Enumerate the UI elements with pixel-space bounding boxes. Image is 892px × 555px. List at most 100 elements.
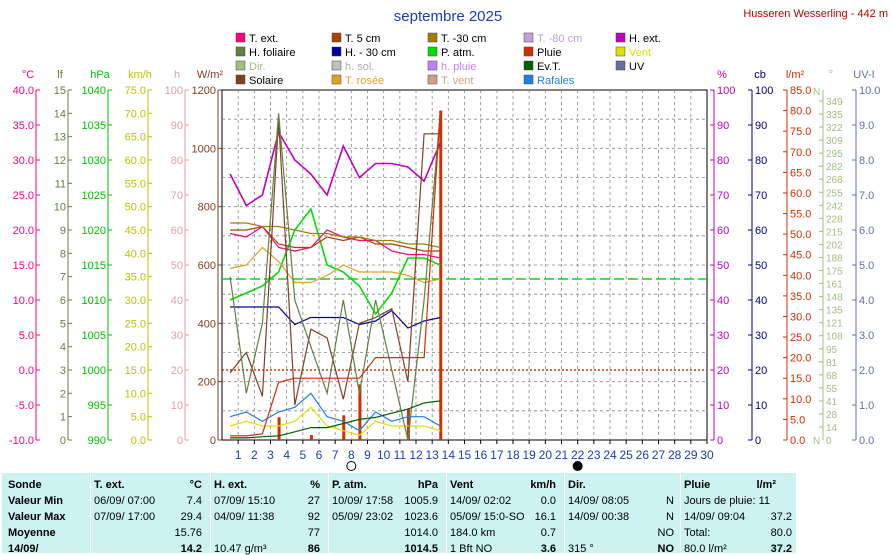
axis-tick-label: 13 (54, 132, 66, 144)
axis-tick-label: 228 (826, 214, 843, 225)
x-tick-label: 6 (316, 448, 323, 462)
axis-tick-label: 90 (171, 120, 183, 132)
axis-tick-label: 1040 (82, 85, 106, 97)
axis-tick-label: 0.0 (19, 365, 34, 377)
axis-tick-label: 10.0 (790, 394, 811, 406)
axis-unit: cb (754, 69, 766, 81)
axis-tick-label: 100 (165, 85, 183, 97)
axis-tick-label: 50.0 (790, 229, 811, 241)
series-line (229, 246, 441, 284)
header-unit: hPa (417, 479, 438, 491)
cell-vv: 0.7 (540, 527, 556, 539)
axis-tick-label: 6.0 (859, 225, 874, 237)
cell-vv: 16.1 (534, 511, 556, 523)
axis-tick-label: 20 (717, 365, 729, 377)
series-line (230, 222, 441, 249)
legend-label: h. sol. (345, 61, 374, 73)
axis-tick-label: 3 (60, 365, 66, 377)
rain-bar (439, 110, 443, 441)
axis-tick-label: 25.0 (125, 318, 146, 330)
axis-tick-label: 10.0 (13, 295, 34, 307)
axis-tick-label: 600 (198, 260, 216, 272)
cell-v: 14/09/ 02:02 (450, 495, 512, 507)
axis-tick-label: 20 (171, 365, 183, 377)
axis-tick-label: 85.0 (790, 85, 811, 97)
axis-tick-label: 0.0 (859, 435, 874, 447)
axis-tick-label: 14 (826, 423, 838, 434)
cell-h: 10.47 g/m³ (214, 543, 267, 555)
x-tick-label: 18 (506, 448, 520, 462)
x-axis: 1 2 3 4 5 6 7 8 9 10 11 12 13 14 15 16 17 18 19 20 21 22 23 24 2… (235, 440, 714, 462)
axis-tick-label: 60 (171, 225, 183, 237)
legend-label: H. foliaire (249, 47, 295, 59)
axis-unit: % (717, 69, 727, 81)
header-pluie: Pluie (684, 479, 711, 491)
cell-r: Jours de pluie: 11 (684, 495, 771, 507)
axis-tick-label: 1000 (82, 365, 106, 377)
axis-tick-label: 1030 (82, 155, 106, 167)
axis-tick-label: 70 (717, 190, 729, 202)
table-divider (680, 473, 681, 553)
axis-tick-label: 15 (54, 85, 66, 97)
axis-tick-label: 268 (826, 175, 843, 186)
axis-tick-label: 80 (171, 155, 183, 167)
axis-tick-label: 1200 (192, 85, 216, 97)
header-patm: P. atm. (332, 479, 367, 491)
x-tick-label: 22 (571, 448, 585, 462)
rain-bar (309, 435, 313, 440)
header-dir: Dir. (568, 479, 586, 491)
x-tick-label: 16 (474, 448, 488, 462)
axis-tick-label: 5.0 (859, 260, 874, 272)
table-divider (90, 473, 91, 553)
header-unit: °C (189, 479, 202, 491)
x-tick-label: 23 (587, 448, 601, 462)
header-unit: % (310, 479, 320, 491)
legend-swatch (331, 60, 342, 71)
cell-r: Total: (684, 527, 711, 539)
series-line (229, 119, 441, 406)
legend-swatch (427, 74, 438, 85)
axis-tick-label: 10.0 (859, 85, 880, 97)
axis-tick-label: 3.0 (859, 330, 874, 342)
axis-unit: hPa (90, 69, 110, 81)
cell-hv: 77 (307, 527, 320, 539)
legend-swatch (331, 32, 342, 43)
cell-pv: 1005.9 (404, 495, 438, 507)
header-sonde: Sonde (8, 479, 42, 491)
cell-tv: 14.2 (180, 543, 202, 555)
table-divider (210, 473, 211, 553)
axis-tick-label: 295 (826, 149, 843, 160)
cell-v: 1 Bft NO (450, 543, 493, 555)
axis-tick-label: 20.0 (125, 342, 146, 354)
legend-swatch (427, 32, 438, 43)
x-tick-label: 7 (332, 448, 339, 462)
axis-tick-label: 30 (717, 330, 729, 342)
axis-tick-label: 10 (54, 202, 66, 214)
axis-tick-label: 80 (755, 155, 767, 167)
legend-label: Vent (629, 47, 651, 59)
axis-tick-label: 108 (826, 332, 843, 343)
axis-tick-label: 255 (826, 188, 843, 199)
axis-tick-label: 65.0 (125, 132, 146, 144)
axis-tick-label: 995 (88, 400, 106, 412)
axis-tick-label: 60 (717, 225, 729, 237)
axis-tick-label: 282 (826, 162, 843, 173)
x-tick-label: 19 (522, 448, 536, 462)
series-line (229, 392, 441, 432)
axis-tick-label: 70 (171, 190, 183, 202)
cell-dv: NO (657, 543, 675, 555)
x-tick-label: 26 (636, 448, 650, 462)
legend-label: T. -30 cm (441, 33, 486, 45)
axis-tick-label: 990 (88, 435, 106, 447)
axis-tick-label: 242 (826, 201, 843, 212)
axis-tick-label: 349 (826, 97, 843, 108)
axis-tick-label: 25.0 (13, 190, 34, 202)
legend-swatch (615, 60, 626, 71)
cell-hv: 86 (307, 543, 320, 555)
x-tick-label: 13 (425, 448, 439, 462)
axis-tick-label: 20.0 (790, 353, 811, 365)
cell-pv: 1014.5 (404, 543, 438, 555)
grid (222, 90, 707, 440)
axis-tick-label: 0 (755, 435, 761, 447)
new-moon-icon (346, 461, 357, 471)
